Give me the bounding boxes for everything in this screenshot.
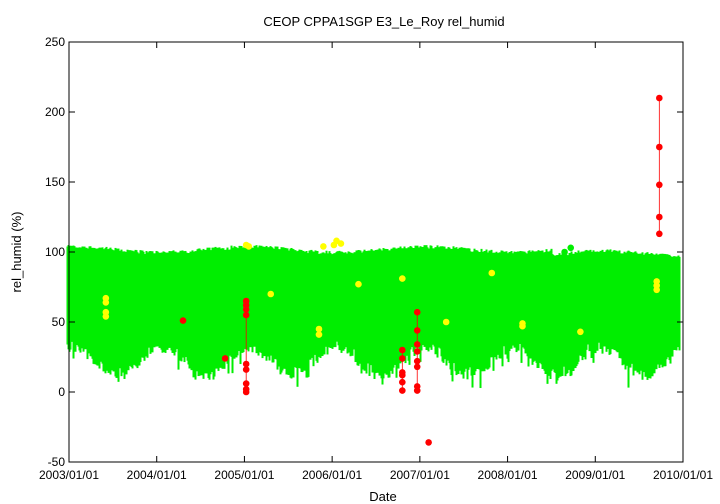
y-axis-label: rel_humid (%) [9,212,24,293]
questionable-data-point [577,328,584,336]
questionable-data-point [355,280,362,288]
questionable-data-point [320,243,327,250]
y-tick-label: 150 [45,175,65,189]
bad-data-point [656,94,663,102]
bad-data-point [413,308,421,316]
bad-data-point [413,357,421,365]
x-tick-label: 2007/01/01 [390,468,450,482]
y-tick-label: -50 [48,455,66,469]
bad-data-point [242,366,250,373]
axis-ticks: -50 0 50 100 150 200 250 2003/01/01 2004/01/01 20… [39,35,713,482]
y-tick-label: 0 [58,385,65,399]
bad-data-point [399,378,406,386]
bad-data-point [413,363,421,371]
bad-data-point [425,439,432,446]
bad-data-point [413,387,421,394]
x-tick-label: 2004/01/01 [127,468,187,482]
bad-data-point [221,355,229,362]
bad-data-point [242,380,250,387]
x-tick-label: 2006/01/01 [302,468,362,482]
x-tick-label: 2010/01/01 [653,468,713,482]
y-tick-label: 50 [52,315,66,329]
y-tick-label: 250 [45,35,65,49]
questionable-data-point [337,240,345,247]
bad-data-point [399,346,406,354]
x-tick-label: 2003/01/01 [39,468,99,482]
questionable-data-point [102,299,110,306]
questionable-data-point [102,313,110,320]
questionable-data-point [267,290,275,298]
questionable-data-point [399,275,406,282]
y-tick-label: 100 [45,245,65,259]
questionable-data-point [442,318,450,326]
bad-data-point [413,348,421,355]
good-data-point [567,244,575,252]
x-axis-label: Date [369,489,396,504]
bad-data-point [399,355,406,362]
x-tick-label: 2008/01/01 [478,468,538,482]
questionable-data-point [315,331,323,338]
bad-data-point [656,230,663,238]
good-data-point [561,248,568,256]
questionable-data-point [653,286,660,294]
x-tick-label: 2009/01/01 [565,468,625,482]
bad-data-point [242,311,250,319]
data-points [102,94,663,446]
bad-data-point [399,387,406,394]
chart-title: CEOP CPPA1SGP E3_Le_Roy rel_humid [263,14,504,29]
bad-data-point [413,327,421,334]
bad-data-point [656,181,663,189]
x-tick-label: 2005/01/01 [214,468,274,482]
questionable-data-point [315,325,323,333]
bad-data-point [242,360,250,368]
y-tick-label: 200 [45,105,65,119]
bad-data-point [656,213,663,221]
questionable-data-point [519,322,526,330]
good-band-column [678,256,681,351]
bad-data-point [179,317,187,324]
bad-data-point [399,371,406,379]
questionable-data-point [488,269,496,277]
bad-data-point [656,143,663,151]
bad-data-point [242,306,250,313]
good-data-band [66,245,681,389]
bad-data-point [413,341,421,348]
bad-data-point [242,388,250,396]
questionable-data-point [245,243,253,250]
